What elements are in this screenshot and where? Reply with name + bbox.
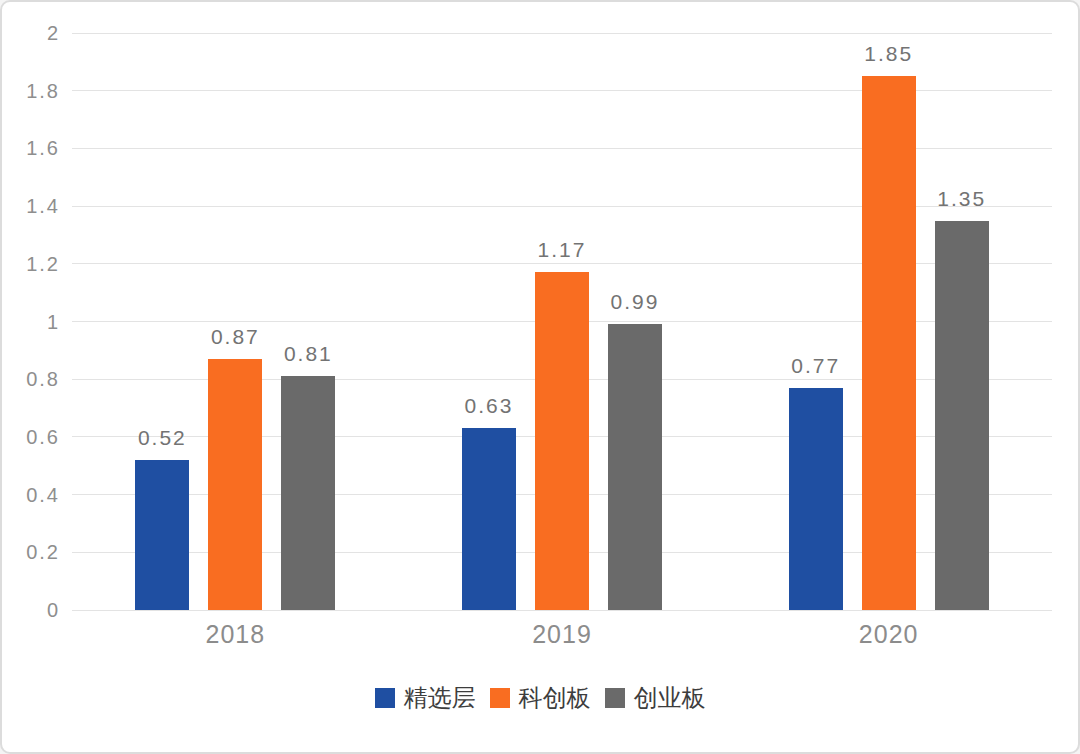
bar-fill [608, 324, 662, 610]
bar-value-label: 1.35 [937, 187, 986, 211]
bar-value-label: 0.81 [284, 342, 333, 366]
bar-精选层-2019: 0.63 [462, 428, 516, 610]
legend-label: 精选层 [404, 682, 476, 714]
bar-fill [535, 272, 589, 610]
bar-value-label: 0.87 [211, 325, 260, 349]
legend-swatch-icon [605, 688, 625, 708]
y-tick-label: 0.6 [26, 425, 60, 448]
x-axis: 201820192020 [72, 620, 1052, 649]
bar-group-2019: 0.63 1.17 0.99 [399, 33, 726, 610]
bar-fill [935, 221, 989, 610]
bar-chart-figure: 00.20.40.60.811.21.41.61.82 0.520.870.81… [0, 0, 1080, 754]
y-tick-label: 0.2 [26, 541, 60, 564]
bar-科创板-2019: 1.17 [535, 272, 589, 610]
bar-value-label: 0.77 [791, 354, 840, 378]
y-tick-label: 1.8 [26, 79, 60, 102]
legend-item-科创板: 科创板 [490, 682, 591, 714]
legend-item-精选层: 精选层 [375, 682, 476, 714]
bar-精选层-2018: 0.52 [135, 460, 189, 610]
y-tick-label: 0.4 [26, 483, 60, 506]
bar-创业板-2018: 0.81 [281, 376, 335, 610]
y-axis: 00.20.40.60.811.21.41.61.82 [2, 33, 60, 610]
y-tick-label: 0 [47, 599, 60, 622]
legend-swatch-icon [375, 688, 395, 708]
x-category-label: 2020 [725, 620, 1052, 649]
bar-value-label: 1.17 [538, 238, 587, 262]
y-tick-label: 2 [47, 22, 60, 45]
plot-area: 0.52 0.87 0.81 0.63 1.17 0.99 0.77 1.85 1.35 [72, 33, 1052, 610]
bar-value-label: 0.99 [611, 290, 660, 314]
legend-label: 科创板 [519, 682, 591, 714]
legend-label: 创业板 [634, 682, 706, 714]
x-category-label: 2018 [72, 620, 399, 649]
bar-group-2018: 0.52 0.87 0.81 [72, 33, 399, 610]
bar-创业板-2020: 1.35 [935, 221, 989, 610]
bar-科创板-2020: 1.85 [862, 76, 916, 610]
bar-创业板-2019: 0.99 [608, 324, 662, 610]
bar-fill [462, 428, 516, 610]
y-tick-label: 1.6 [26, 137, 60, 160]
bar-value-label: 1.85 [864, 42, 913, 66]
y-tick-label: 1.4 [26, 195, 60, 218]
bar-value-label: 0.63 [465, 394, 514, 418]
legend-item-创业板: 创业板 [605, 682, 706, 714]
y-tick-label: 1 [47, 310, 60, 333]
legend-swatch-icon [490, 688, 510, 708]
bar-fill [208, 359, 262, 610]
y-tick-label: 0.8 [26, 368, 60, 391]
bar-fill [281, 376, 335, 610]
bar-group-2020: 0.77 1.85 1.35 [725, 33, 1052, 610]
legend: 精选层 科创板 创业板 [2, 682, 1078, 714]
x-category-label: 2019 [399, 620, 726, 649]
bar-groups: 0.52 0.87 0.81 0.63 1.17 0.99 0.77 1.85 1.35 [72, 33, 1052, 610]
bar-精选层-2020: 0.77 [789, 388, 843, 610]
bar-科创板-2018: 0.87 [208, 359, 262, 610]
bar-fill [135, 460, 189, 610]
y-tick-label: 1.2 [26, 252, 60, 275]
bar-fill [862, 76, 916, 610]
bar-value-label: 0.52 [138, 426, 187, 450]
bar-fill [789, 388, 843, 610]
